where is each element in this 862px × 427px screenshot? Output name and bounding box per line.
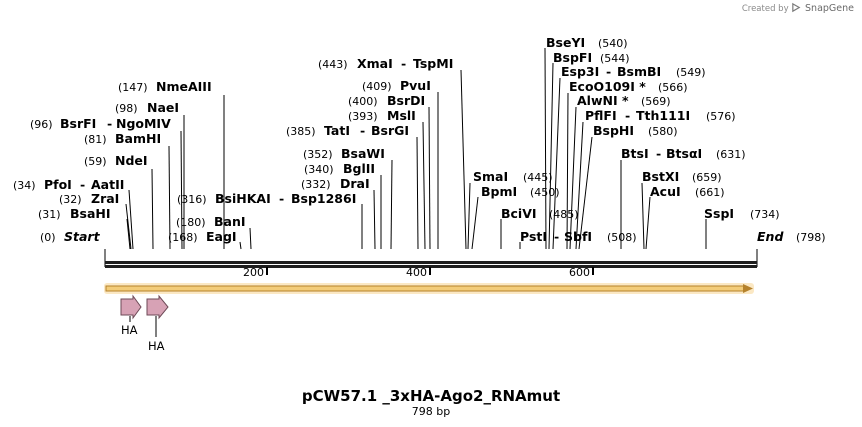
enzyme-label: (409) PvuI	[362, 78, 431, 93]
enzyme-label: (340) BglII	[304, 161, 375, 176]
enzyme-label: AlwNI * (569)	[577, 93, 671, 108]
leader-bsphi	[578, 136, 593, 250]
backbone-top-strand	[105, 261, 757, 264]
leader-smai	[467, 182, 471, 250]
leader-ecoo109i	[566, 92, 569, 250]
leader-zrai	[125, 203, 132, 250]
leader-bamhi	[168, 145, 171, 250]
enzyme-label: (443) XmaI - TspMI	[318, 56, 453, 71]
sequence-length: 798 bp	[411, 405, 451, 418]
orf-arrow	[104, 283, 754, 294]
enzyme-label: BciVI (485)	[501, 206, 579, 221]
leader-drai	[373, 189, 376, 250]
enzyme-label: BtsI - BtsαI (631)	[621, 146, 746, 161]
leader-eagi	[239, 241, 242, 250]
enzyme-label: PflFI - Tth111I (576)	[585, 108, 736, 123]
ruler-label-600: 600	[569, 266, 590, 279]
leader-tati	[416, 136, 419, 250]
leader-bsrfi	[180, 130, 183, 250]
enzyme-label: (393) MslI	[348, 108, 416, 123]
orf-arrow-head	[743, 284, 753, 293]
start-label: (0) Start	[40, 229, 101, 244]
enzyme-label: (316) BsiHKAI - Bsp1286I	[177, 191, 356, 206]
enzyme-label: (81) BamHI	[84, 131, 161, 146]
enzyme-label: EcoO109I * (566)	[569, 79, 688, 94]
enzyme-label: SspI (734)	[704, 206, 780, 221]
leader-bstxi	[641, 182, 645, 250]
enzyme-label: (96) BsrFI - NgoMIV	[30, 116, 171, 131]
enzyme-label: (180) BanI	[176, 214, 246, 229]
feature-ha-2-label: HA	[148, 339, 165, 353]
leader-bpmi	[471, 196, 479, 250]
ruler-label-200: 200	[243, 266, 264, 279]
enzyme-leaders	[125, 47, 707, 250]
leader-bspfi	[548, 62, 554, 250]
enzyme-label: (352) BsaWI	[303, 146, 385, 161]
enzyme-label: (31) BsaHI	[38, 206, 111, 221]
enzyme-labels: (31) BsaHI (32) ZraI (34) PfoI - AatII (59) Nd…	[13, 35, 780, 244]
enzyme-label: BseYI (540)	[546, 35, 628, 50]
enzyme-label: (59) NdeI	[84, 153, 148, 168]
enzyme-label: Esp3I - BsmBI (549)	[561, 64, 706, 79]
enzyme-label: BspHI (580)	[593, 123, 678, 138]
end-label: End (798)	[757, 229, 826, 244]
features: HA HA	[120, 294, 169, 353]
leader-esp3i	[552, 77, 561, 250]
snapgene-logo-icon	[791, 2, 805, 14]
enzyme-label: (98) NaeI	[115, 100, 179, 115]
backbone-bottom-strand	[105, 265, 757, 268]
sequence-title: pCW57.1 _3xHA-Ago2_RNAmut	[301, 387, 561, 405]
leader-bsahi	[126, 218, 131, 250]
leader-pflfi	[575, 121, 584, 250]
enzyme-label: SmaI (445)	[473, 169, 553, 184]
enzyme-label: PstI - SbfI (508)	[520, 229, 637, 244]
leader-msli	[422, 121, 426, 250]
enzyme-label: (400) BsrDI	[348, 93, 425, 108]
enzyme-label: BspFI (544)	[553, 50, 630, 65]
enzyme-label: BpmI (450)	[481, 184, 560, 199]
feature-ha-1-label: HA	[121, 323, 138, 337]
leader-bani	[249, 227, 252, 250]
enzyme-label: AcuI (661)	[650, 184, 725, 199]
leader-xmai	[460, 69, 467, 250]
enzyme-label: (168) EagI	[168, 229, 237, 244]
leader-alwni	[569, 106, 577, 250]
orf-arrow-body	[105, 285, 745, 292]
leader-ndei	[151, 168, 154, 250]
enzyme-label: (34) PfoI - AatII	[13, 177, 124, 192]
credit-brand: SnapGene	[805, 3, 854, 14]
sequence-ends: (0) Start End (798)	[40, 229, 826, 267]
feature-ha-2	[146, 294, 169, 320]
credit-prefix: Created by	[741, 4, 789, 14]
enzyme-label: (147) NmeAIII	[118, 79, 212, 94]
enzyme-label: (332) DraI	[301, 176, 370, 191]
leader-pfoi	[128, 189, 134, 250]
leader-bsawi	[390, 159, 393, 250]
credit: Created by SnapGene	[742, 2, 854, 14]
leader-bsrdi	[428, 106, 431, 250]
ruler-label-400: 400	[406, 266, 427, 279]
ruler: 200 400 600	[243, 266, 594, 279]
enzyme-label: BstXI (659)	[642, 169, 722, 184]
feature-ha-1	[120, 294, 142, 320]
enzyme-label: (32) ZraI	[59, 191, 119, 206]
backbone	[105, 261, 757, 268]
leader-acui	[645, 196, 651, 250]
enzyme-label: (385) TatI - BsrGI	[286, 123, 409, 138]
leader-bseyi	[544, 47, 547, 250]
